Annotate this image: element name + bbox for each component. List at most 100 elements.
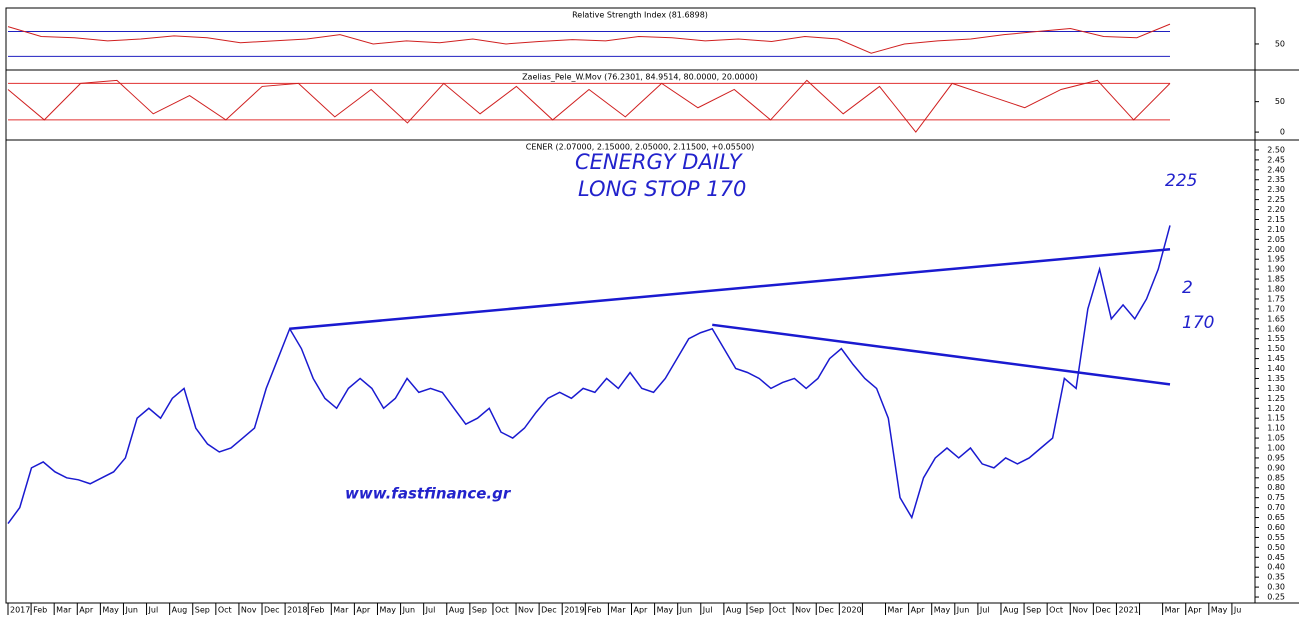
y-tick-label: 1.20	[1267, 404, 1285, 413]
y-tick-label: 0.60	[1267, 523, 1285, 532]
y-tick-label: 1.90	[1267, 265, 1285, 274]
y-tick-label: 2.15	[1267, 215, 1285, 224]
y-tick-label: 1.35	[1267, 374, 1285, 383]
annotation: 2	[1182, 278, 1193, 298]
y-tick-label: 2.40	[1267, 165, 1285, 174]
x-tick-label: 2017	[10, 606, 30, 615]
x-tick-label: Jul	[979, 606, 990, 615]
y-tick-label: 0	[1280, 128, 1285, 137]
x-tick-label: May	[934, 606, 951, 615]
x-tick-label: Feb	[33, 606, 47, 615]
x-tick-label: Jun	[124, 606, 137, 615]
annotation: CENERGY DAILY	[575, 150, 744, 174]
x-tick-label: Aug	[1003, 606, 1019, 615]
x-tick-label: Oct	[1049, 606, 1063, 615]
x-tick-label: Apr	[634, 606, 649, 615]
y-tick-label: 2.30	[1267, 185, 1285, 194]
y-tick-label: 0.65	[1267, 513, 1285, 522]
y-tick-label: 1.50	[1267, 344, 1285, 353]
y-tick-label: 0.50	[1267, 543, 1285, 552]
y-tick-label: 0.25	[1267, 593, 1285, 602]
annotation: www.fastfinance.gr	[345, 485, 512, 503]
y-tick-label: 0.95	[1267, 453, 1285, 462]
x-tick-label: Aug	[172, 606, 188, 615]
x-tick-label: May	[379, 606, 396, 615]
y-tick-label: 0.30	[1267, 583, 1285, 592]
x-tick-label: Oct	[772, 606, 786, 615]
x-tick-label: Ju	[1233, 606, 1241, 615]
x-tick-label: Mar	[610, 606, 626, 615]
y-tick-label: 0.55	[1267, 533, 1285, 542]
x-tick-label: Jul	[148, 606, 159, 615]
y-tick-label: 1.60	[1267, 324, 1285, 333]
x-tick-label: May	[102, 606, 119, 615]
data-line	[7, 225, 1171, 524]
y-tick-label: 0.85	[1267, 473, 1285, 482]
x-tick-label: Apr	[911, 606, 926, 615]
x-tick-label: Sep	[472, 606, 487, 615]
trendline	[712, 323, 1171, 386]
x-tick-label: Mar	[333, 606, 349, 615]
panel-title: Relative Strength Index (81.6898)	[572, 11, 708, 20]
y-tick-label: 1.80	[1267, 285, 1285, 294]
x-tick-label: Oct	[495, 606, 509, 615]
annotation: 225	[1165, 171, 1197, 191]
x-tick-label: Jul	[425, 606, 436, 615]
y-tick-label: 2.50	[1267, 145, 1285, 154]
y-tick-label: 1.45	[1267, 354, 1285, 363]
x-tick-label: Dec	[1095, 606, 1110, 615]
y-tick-label: 1.70	[1267, 304, 1285, 313]
y-tick-label: 0.70	[1267, 503, 1285, 512]
x-tick-label: Jun	[956, 606, 970, 615]
y-tick-label: 2.00	[1267, 245, 1285, 254]
x-tick-label: Jun	[402, 606, 416, 615]
y-tick-label: 2.20	[1267, 205, 1285, 214]
trendline	[289, 248, 1171, 331]
panel-title: CENER (2.07000, 2.15000, 2.05000, 2.1150…	[526, 143, 754, 152]
x-tick-label: Apr	[1188, 606, 1203, 615]
y-tick-label: 1.05	[1267, 434, 1285, 443]
y-tick-label: 2.10	[1267, 225, 1285, 234]
y-tick-label: 0.75	[1267, 493, 1285, 502]
x-tick-label: Jul	[702, 606, 713, 615]
y-tick-label: 1.95	[1267, 255, 1285, 264]
y-tick-label: 1.75	[1267, 294, 1285, 303]
y-tick-label: 2.45	[1267, 155, 1285, 164]
y-tick-label: 1.15	[1267, 414, 1285, 423]
x-tick-label: 2019	[564, 606, 584, 615]
y-tick-label: 1.85	[1267, 275, 1285, 284]
x-tick-label: Aug	[726, 606, 742, 615]
y-tick-label: 1.10	[1267, 424, 1285, 433]
x-tick-label: Dec	[541, 606, 556, 615]
y-tick-label: 1.30	[1267, 384, 1285, 393]
x-tick-label: Mar	[888, 606, 904, 615]
data-line	[7, 79, 1171, 133]
x-tick-label: Mar	[56, 606, 72, 615]
y-tick-label: 50	[1275, 39, 1285, 48]
y-tick-label: 1.40	[1267, 364, 1285, 373]
x-tick-label: 2018	[287, 606, 307, 615]
y-tick-label: 1.00	[1267, 444, 1285, 453]
x-tick-label: 2020	[841, 606, 861, 615]
x-tick-label: Apr	[356, 606, 371, 615]
x-tick-label: 2021	[1118, 606, 1138, 615]
y-tick-label: 0.80	[1267, 483, 1285, 492]
data-line	[7, 23, 1171, 54]
y-tick-label: 2.05	[1267, 235, 1285, 244]
y-tick-label: 0.40	[1267, 563, 1285, 572]
y-tick-label: 0.45	[1267, 553, 1285, 562]
y-tick-label: 1.55	[1267, 334, 1285, 343]
y-tick-label: 1.65	[1267, 314, 1285, 323]
x-tick-label: Sep	[749, 606, 764, 615]
x-tick-label: Nov	[241, 606, 257, 615]
x-tick-label: May	[657, 606, 674, 615]
x-tick-label: Nov	[1072, 606, 1088, 615]
x-tick-label: Sep	[195, 606, 210, 615]
y-tick-label: 1.25	[1267, 394, 1285, 403]
x-tick-label: Feb	[310, 606, 324, 615]
panel-title: Zaelias_Pele_W.Mov (76.2301, 84.9514, 80…	[522, 73, 758, 82]
y-tick-label: 50	[1275, 97, 1285, 106]
y-tick-label: 0.35	[1267, 573, 1285, 582]
x-tick-label: Mar	[1165, 606, 1181, 615]
